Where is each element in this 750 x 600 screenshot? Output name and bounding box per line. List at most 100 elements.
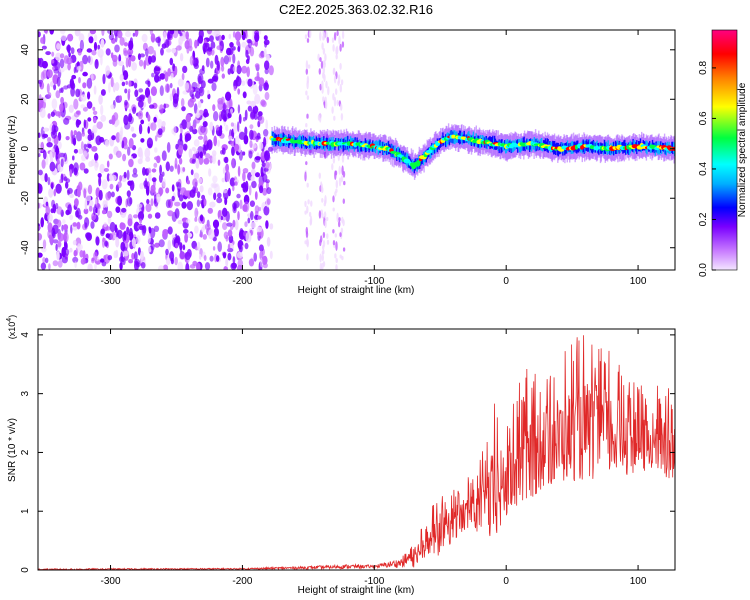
spectrogram-noise-cell (87, 91, 91, 100)
spectrogram-noise-cell (227, 187, 231, 197)
spectrogram-noise-cell (232, 185, 235, 192)
spectrogram-noise-cell (341, 30, 345, 40)
spectrogram-noise-cell (226, 222, 233, 227)
spectrogram-noise-cell (139, 150, 144, 161)
spectrogram-noise-cell (70, 224, 73, 234)
spectrogram-noise-cell (306, 182, 309, 188)
spectrogram-noise-cell (160, 47, 164, 56)
spectrogram-noise-cell (198, 86, 205, 97)
spectrogram-noise-cell (265, 119, 269, 130)
colorbar-ticks: 0.0 0.2 0.4 0.6 0.8 (698, 61, 716, 277)
spectrogram-noise-cell (161, 150, 167, 161)
spectrogram-noise-cell (176, 45, 182, 51)
spectrogram-noise-cell (246, 100, 252, 105)
spectrogram-noise-cell (338, 177, 342, 187)
spectrogram-noise-cell (137, 211, 145, 221)
spectrogram-noise-cell (128, 158, 134, 168)
spectrogram-noise-cell (203, 134, 208, 146)
spectrogram-noise-cell (237, 211, 240, 221)
colorbar: 0.0 0.2 0.4 0.6 0.8 Normalized spectral ampl… (698, 29, 748, 277)
spectrogram-noise-cell (83, 143, 87, 150)
spectrogram-noise-cell (190, 169, 194, 176)
spectrogram-noise-cell (264, 91, 270, 101)
spectrogram-noise-cell (72, 155, 75, 161)
spectrogram-noise-cell (179, 53, 184, 62)
spectrogram-noise-cell (207, 90, 210, 95)
spectrogram-y-tick-label: 40 (20, 44, 31, 56)
spectrogram-noise-cell (336, 30, 339, 37)
spectrogram-noise-cell (196, 191, 201, 199)
spectrogram-noise-cell (250, 210, 254, 221)
spectrogram-noise-cell (171, 47, 176, 54)
spectrogram-noise-cell (221, 177, 226, 183)
spectrogram-noise-cell (146, 198, 150, 205)
snr-panel: -300 -200 -100 0 100 0 1 2 3 4 Height of straigh… (6, 315, 676, 596)
spectrogram-noise-cell (339, 83, 342, 93)
spectrogram-noise-cell (75, 88, 81, 98)
spectrogram-noise-cell (250, 175, 255, 182)
spectrogram-noise-cell (195, 159, 200, 169)
spectrogram-noise-cell (103, 168, 109, 172)
spectrogram-noise-cell (139, 94, 146, 100)
spectrogram-noise-cell (228, 47, 234, 55)
spectrogram-noise-cell (122, 153, 127, 162)
spectrogram-noise-cell (115, 32, 118, 43)
spectrogram-noise-cell (189, 264, 196, 269)
spectrogram-noise-cell (73, 98, 79, 110)
spectrogram-noise-cell (39, 94, 42, 101)
spectrogram-noise-cell (171, 184, 175, 192)
spectrogram-noise-cell (79, 250, 84, 258)
spectrogram-noise-cell (305, 90, 308, 96)
spectrogram-noise-cell (118, 54, 122, 63)
spectrogram-noise-cell (259, 250, 264, 261)
spectrogram-noise-cell (42, 133, 49, 138)
spectrogram-noise-cell (169, 82, 173, 89)
spectrogram-noise-cell (49, 30, 54, 35)
spectrogram-noise-cell (177, 78, 184, 87)
spectrogram-noise-cell (197, 100, 202, 108)
spectrogram-noise-cell (111, 135, 116, 141)
spectrogram-noise-cell (244, 109, 248, 121)
spectrogram-noise-cell (166, 48, 172, 53)
spectrogram-noise-cell (83, 119, 87, 129)
spectrogram-noise-cell (115, 228, 119, 239)
spectrogram-noise-cell (150, 198, 154, 207)
spectrogram-noise-cell (201, 194, 206, 200)
spectrogram-noise-cell (210, 182, 217, 189)
spectrogram-noise-cell (219, 125, 223, 131)
spectrogram-noise-cell (111, 174, 117, 181)
spectrogram-noise-cell (49, 161, 56, 172)
snr-y-axis: 0 1 2 3 4 (20, 332, 675, 573)
spectrogram-noise-cell (305, 230, 309, 239)
spectrogram-noise-cell (250, 100, 256, 107)
spectrogram-noise-cell (259, 185, 264, 194)
spectrogram-noise-cell (123, 171, 127, 179)
spectrogram-noise-cell (184, 82, 190, 91)
spectrogram-x-tick-label: -100 (364, 276, 384, 287)
spectrogram-noise-cell (340, 113, 344, 121)
spectrogram-noise-cell (159, 85, 164, 97)
spectrogram-noise-cell (249, 140, 253, 149)
spectrogram-noise-cell (78, 77, 81, 84)
spectrogram-noise-cell (78, 148, 83, 154)
spectrogram-noise-cell (212, 104, 216, 112)
spectrogram-noise-cell (318, 68, 321, 75)
spectrogram-noise-cell (66, 44, 71, 53)
spectrogram-noise-cell (335, 88, 338, 95)
colorbar-tick-label: 0.2 (698, 212, 709, 226)
spectrogram-noise-cell (145, 80, 150, 85)
spectrogram-noise-cell (48, 234, 53, 240)
spectrogram-noise-cell (213, 135, 217, 147)
spectrogram-noise-cell (322, 244, 325, 251)
spectrogram-noise-cell (234, 181, 238, 186)
spectrogram-noise-cell (207, 93, 211, 100)
spectrogram-noise-cell (334, 253, 337, 259)
spectrogram-noise-cell (127, 218, 133, 227)
spectrogram-noise-cell (210, 49, 215, 56)
spectrogram-noise-cell (267, 146, 273, 152)
spectrogram-noise-cell (121, 207, 127, 213)
spectrogram-noise-cell (224, 156, 229, 164)
spectrogram-noise-cell (246, 66, 250, 78)
spectrogram-noise-cell (220, 109, 227, 120)
spectrogram-noise-cell (83, 150, 88, 157)
